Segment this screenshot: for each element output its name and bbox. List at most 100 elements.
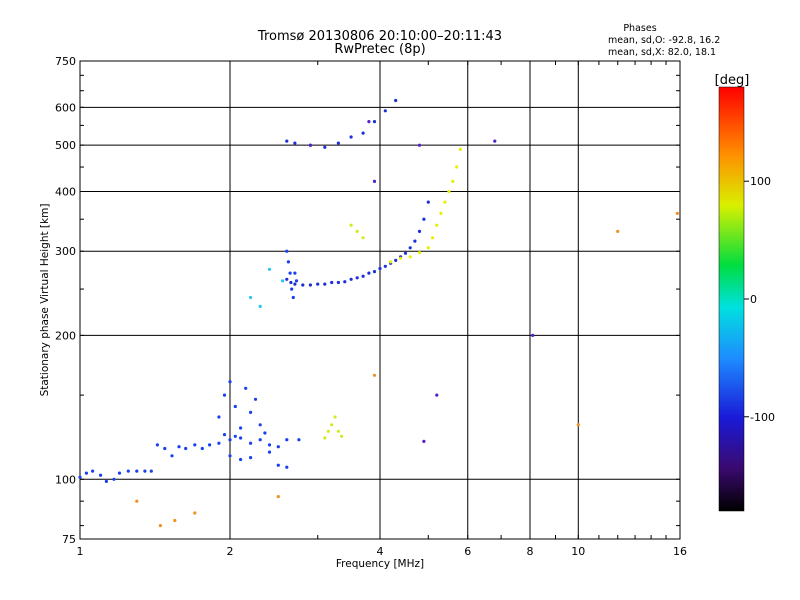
data-point [399,256,403,260]
data-point [323,282,327,286]
data-point [336,429,340,433]
data-point [383,109,387,113]
data-point [244,386,248,390]
data-point [281,279,285,283]
data-point [112,477,116,481]
y-tick-label: 400 [55,185,76,198]
data-point [355,276,359,280]
data-point [117,471,122,475]
data-point [372,179,377,183]
data-point [177,445,181,449]
colorbar-ticks: 100 0 -100 [744,175,775,424]
data-point [91,469,95,473]
data-point [458,147,462,151]
data-point [276,495,280,499]
data-point [435,393,439,397]
data-point [84,471,88,475]
data-point [258,304,262,308]
y-tick-label: 100 [55,473,76,486]
colorbar-tick-label: 100 [750,175,771,188]
x-tick-labels: 1 2 4 6 8 10 16 [77,545,688,558]
data-point [267,267,272,271]
data-point [417,251,422,255]
chart-title: Tromsø 20130806 20:10:00–20:11:43 [257,29,502,44]
data-point [267,443,272,447]
data-point [326,429,330,433]
data-point [285,139,289,143]
data-point [228,438,232,442]
data-point [439,211,443,215]
data-point [394,98,398,103]
data-point [294,279,299,283]
data-point [99,473,103,477]
stats-line-o: mean, sd,O: -92.8, 16.2 [608,35,720,46]
data-point [336,280,340,285]
data-point [394,258,398,262]
data-point [239,436,243,440]
data-point [308,283,312,287]
data-point [361,131,365,135]
data-point [158,524,162,528]
data-point [349,135,353,139]
y-tick-label: 500 [55,139,76,152]
data-point [126,469,130,473]
data-point [343,280,347,284]
data-point [258,423,262,427]
data-point [297,438,301,442]
data-point [163,446,167,451]
data-point [308,143,312,147]
data-point [149,469,153,473]
data-point [323,436,327,440]
data-point [340,434,344,438]
data-point [293,141,297,145]
data-point [316,282,320,286]
data-point [330,280,334,285]
data-point [443,200,447,204]
data-point [228,380,232,384]
x-tick-label: 10 [571,545,585,558]
data-point [170,454,174,458]
grid-lines [79,61,681,539]
data-point [422,217,426,221]
data-point [104,479,108,483]
data-point [408,255,412,259]
data-point [291,295,295,300]
y-tick-label: 75 [62,533,76,546]
x-tick-label: 2 [227,545,234,558]
data-point [249,410,253,414]
data-point [389,260,393,264]
data-point [155,443,159,447]
x-tick-label: 4 [377,545,384,558]
data-point [289,280,293,285]
y-tick-label: 600 [55,101,76,114]
data-point [276,445,280,449]
data-point [233,434,237,438]
y-tick-label: 200 [55,329,76,342]
data-point [249,441,253,445]
x-tick-label: 1 [77,545,84,558]
data-point [493,139,497,143]
data-point [258,438,262,442]
x-tick-label: 16 [673,545,687,558]
data-point [403,251,408,255]
y-tick-labels: 75 100 200 300 400 500 600 750 [55,55,76,546]
data-point [290,287,294,291]
data-point [367,120,371,124]
data-point [233,404,237,409]
data-point [431,236,435,240]
data-point [422,439,426,443]
data-points [78,98,679,528]
data-point [239,426,243,430]
y-axis-label: Stationary phase Virtual Height [km] [39,204,51,397]
data-point [288,271,292,275]
data-point [355,229,359,233]
data-point [372,270,377,274]
data-point [200,446,204,451]
data-point [576,423,580,427]
data-point [417,143,422,147]
data-point [135,499,139,503]
data-point [193,511,197,515]
data-point [222,393,227,397]
data-point [336,141,340,145]
